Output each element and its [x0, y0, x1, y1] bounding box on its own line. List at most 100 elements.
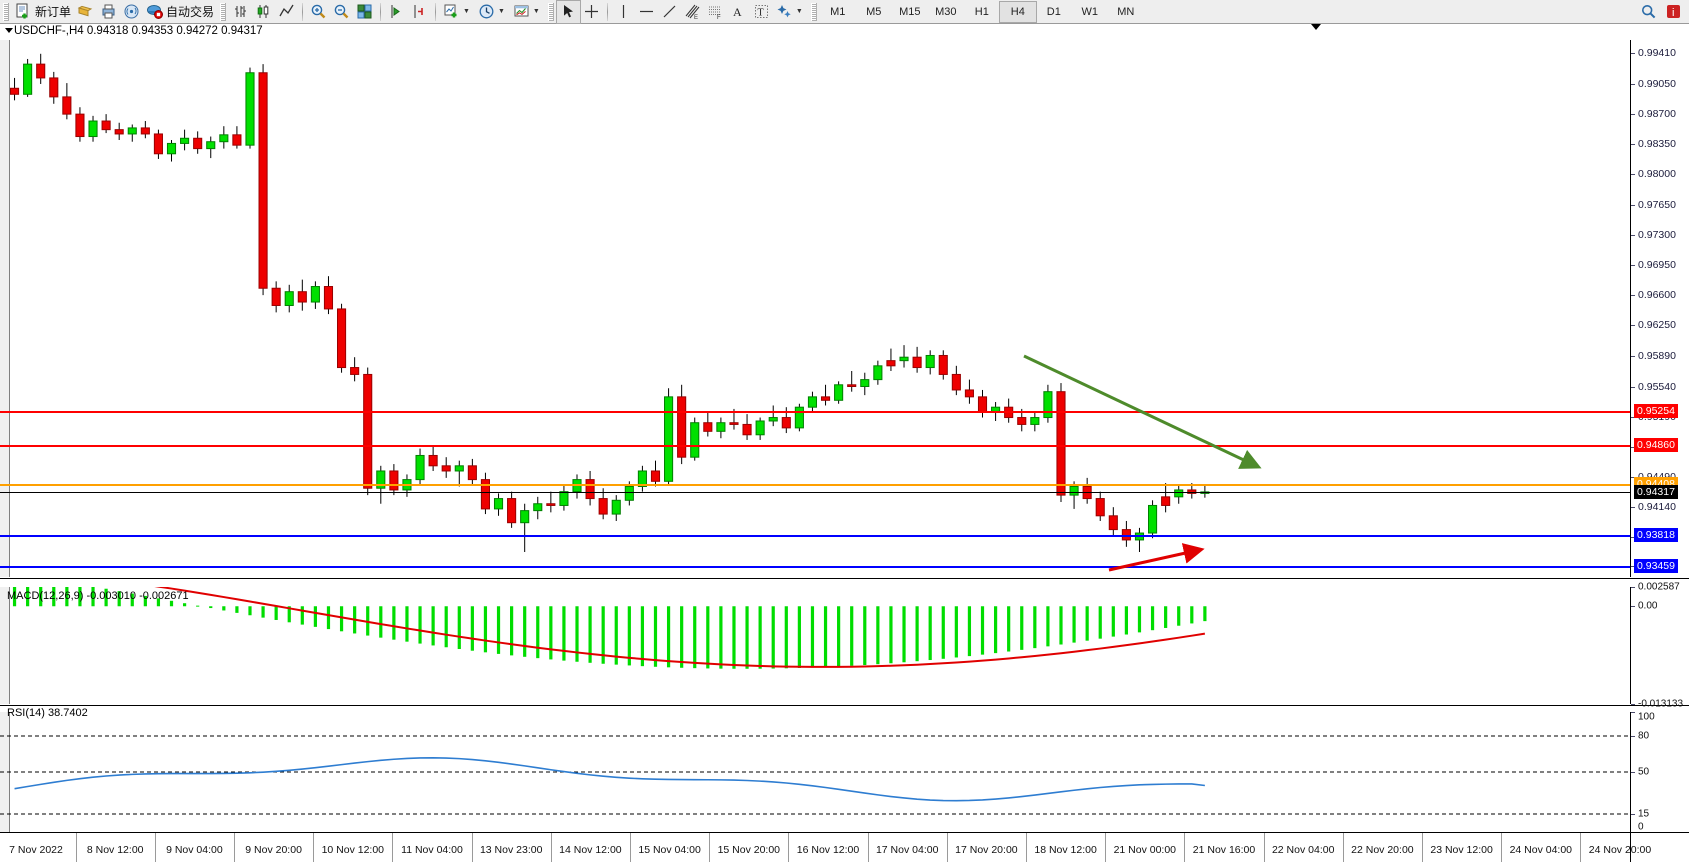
chevron-down-icon[interactable]: ▼ — [532, 8, 540, 15]
rsi-scale[interactable]: 100 80 50 15 0 — [1630, 712, 1689, 833]
cursor-button[interactable] — [555, 0, 581, 24]
macd-tick — [1631, 704, 1635, 705]
macd-pane[interactable] — [0, 587, 1630, 704]
timeframe-button-m5[interactable]: M5 — [866, 5, 882, 18]
candlestick-chart-button[interactable] — [252, 1, 275, 23]
trendline-button[interactable] — [658, 1, 681, 23]
fibonacci-button[interactable]: F — [704, 1, 727, 23]
horizontal-line-button[interactable] — [635, 1, 658, 23]
time-divider — [946, 833, 948, 862]
chevron-down-icon[interactable]: ▼ — [497, 8, 505, 15]
toolbar-grip[interactable] — [3, 2, 9, 21]
shift-start-button[interactable] — [385, 1, 408, 23]
vertical-line-button[interactable] — [612, 1, 635, 23]
bar-chart-button[interactable] — [229, 1, 252, 23]
macd-histogram-bar — [130, 593, 134, 607]
toolbar-grip-2[interactable] — [220, 2, 227, 21]
price-pane-scrollbar[interactable] — [0, 40, 10, 577]
zoom-in-button[interactable] — [307, 1, 330, 23]
price-pane[interactable] — [0, 40, 1630, 577]
toolbar-grip-4[interactable] — [810, 2, 817, 21]
resistance-2-tag[interactable]: 0.94860 — [1634, 438, 1678, 453]
level-line-0.94408[interactable] — [0, 484, 1630, 487]
macd-histogram-bar — [850, 606, 854, 666]
timeframe-button-w1[interactable]: W1 — [1081, 5, 1099, 18]
text-box-button[interactable]: T — [750, 1, 773, 23]
timeframe-button-m1[interactable]: M1 — [830, 5, 846, 18]
last-price-tag[interactable]: 0.94317 — [1634, 484, 1678, 499]
timeframe-button-h4[interactable]: H4 — [998, 0, 1037, 23]
print-button[interactable] — [97, 1, 120, 23]
price-label: 0.98350 — [1638, 138, 1676, 151]
line-chart-button[interactable] — [275, 1, 298, 23]
toolbar-grip-3[interactable] — [547, 2, 554, 21]
symbol-dropdown-arrow-icon[interactable] — [5, 28, 13, 33]
macd-histogram-bar — [837, 606, 841, 667]
candle-body — [1095, 498, 1105, 517]
price-tick — [1631, 52, 1635, 54]
timeframe-button-mn[interactable]: MN — [1117, 5, 1135, 18]
equidistant-channel-button[interactable]: E — [681, 1, 704, 23]
pane-separator-macd[interactable] — [0, 578, 1689, 579]
macd-pane-scrollbar[interactable] — [0, 587, 10, 704]
new-order-button[interactable]: 新订单 — [12, 1, 74, 23]
timeframe-button-h1[interactable]: H1 — [974, 5, 989, 18]
rsi-pane[interactable] — [0, 712, 1630, 832]
time-label: 10 Nov 12:00 — [321, 844, 385, 856]
add-indicator-button[interactable]: ▼ — [440, 1, 475, 23]
chart-collapse-caret-icon[interactable] — [1311, 24, 1321, 30]
help-button[interactable]: i — [1662, 1, 1685, 23]
signals-button[interactable] — [120, 1, 143, 23]
chevron-down-icon[interactable]: ▼ — [463, 8, 470, 15]
autotrading-button[interactable]: 自动交易 — [143, 1, 217, 23]
macd-scale[interactable]: 0.002587 0.00 -0.013133 — [1630, 582, 1689, 710]
timeframe-button-m15[interactable]: M15 — [899, 5, 921, 18]
macd-histogram-bar — [274, 606, 278, 620]
tile-windows-button[interactable] — [353, 1, 376, 23]
macd-histogram-bar — [993, 606, 998, 654]
candle-body — [271, 287, 281, 306]
candle-body — [860, 379, 870, 388]
level-line-0.93818[interactable] — [0, 534, 1630, 537]
candle-body — [690, 422, 700, 458]
zoom-out-button[interactable] — [330, 1, 353, 23]
level-line-0.95254[interactable] — [0, 411, 1630, 414]
folder-button[interactable] — [74, 1, 97, 23]
resistance-1-tag[interactable]: 0.95254 — [1634, 404, 1678, 419]
macd-histogram-bar — [483, 606, 488, 653]
macd-histogram-bar — [444, 606, 448, 648]
search-button[interactable] — [1637, 1, 1660, 23]
candle-body — [703, 422, 713, 432]
candlestick-series — [9, 53, 1210, 553]
pane-separator-rsi[interactable] — [0, 705, 1689, 706]
text-label-button[interactable]: A — [727, 1, 750, 23]
period-button[interactable]: ▼ — [475, 1, 510, 23]
macd-histogram-bar — [117, 591, 121, 607]
templates-button[interactable]: ▼ — [510, 1, 545, 23]
time-label: 11 Nov 04:00 — [401, 844, 463, 856]
time-scale[interactable]: 7 Nov 2022 8 Nov 12:00 9 Nov 04:00 9 Nov 20… — [0, 832, 1689, 862]
support-1-tag[interactable]: 0.93818 — [1634, 527, 1678, 542]
folder-icon — [77, 3, 94, 20]
toolbar-separator-3 — [435, 2, 437, 21]
level-line-0.94860[interactable] — [0, 445, 1630, 448]
level-line-0.93459[interactable] — [0, 565, 1630, 568]
chart-window[interactable]: USDCHF-,H4 0.94318 0.94353 0.94272 0.943… — [0, 24, 1689, 862]
macd-histogram-bar — [470, 606, 474, 651]
chevron-down-icon[interactable]: ▼ — [795, 8, 803, 15]
autotrading-icon — [146, 3, 164, 20]
macd-histogram-bar — [248, 606, 252, 616]
shift-end-button[interactable] — [408, 1, 431, 23]
support-2-tag[interactable]: 0.93459 — [1634, 558, 1678, 573]
candle-body — [1069, 485, 1079, 496]
rsi-series — [0, 735, 1630, 815]
candle-body — [1174, 489, 1184, 498]
macd-histogram-bar — [640, 606, 645, 667]
price-scale[interactable]: 0.99410 0.99050 0.98700 0.98350 0.98000 0.976… — [1630, 40, 1689, 577]
shapes-button[interactable]: ▼ — [773, 1, 808, 23]
timeframe-button-m30[interactable]: M30 — [935, 5, 957, 18]
candle-body — [847, 384, 857, 388]
timeframe-button-d1[interactable]: D1 — [1046, 5, 1061, 18]
crosshair-button[interactable] — [580, 1, 603, 23]
level-line-0.94317[interactable] — [0, 491, 1630, 493]
